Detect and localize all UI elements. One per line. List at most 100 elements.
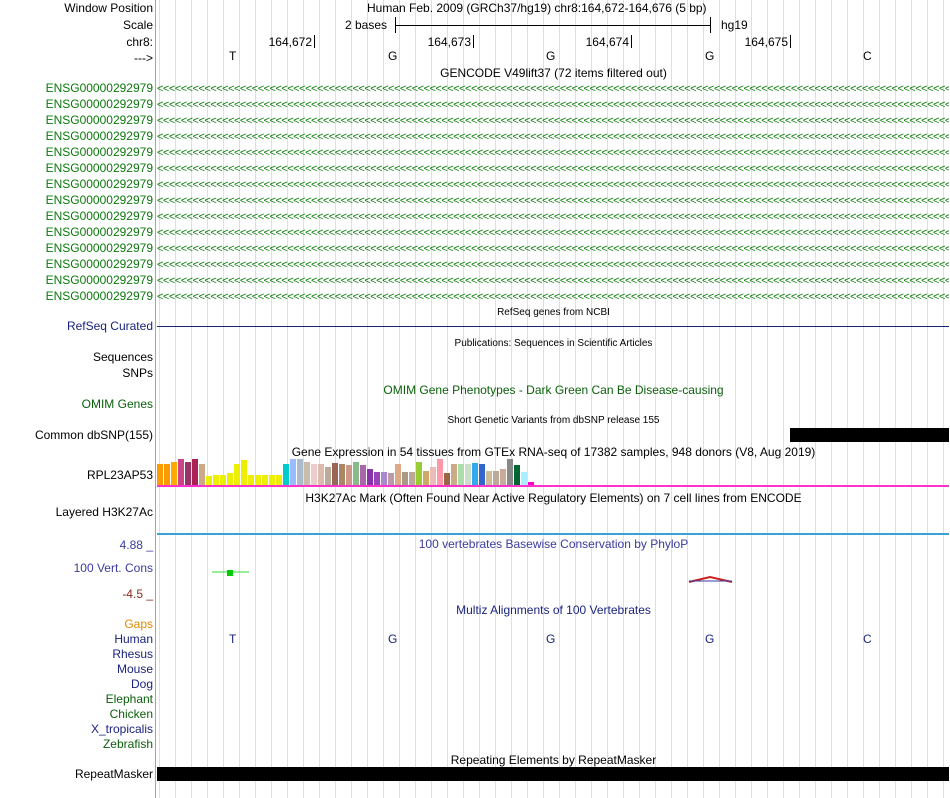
gtex-tissue-bar[interactable] (276, 475, 282, 485)
gtex-tissue-bar[interactable] (346, 465, 352, 485)
gtex-tissue-bar[interactable] (262, 475, 268, 485)
gtex-bar-chart[interactable] (157, 459, 949, 486)
gencode-gene-label[interactable]: ENSG00000292979 (45, 161, 153, 175)
gencode-gene-feature[interactable]: <<<<<<<<<<<<<<<<<<<<<<<<<<<<<<<<<<<<<<<<… (157, 275, 949, 287)
gtex-tissue-bar[interactable] (395, 464, 401, 485)
gencode-gene-label[interactable]: ENSG00000292979 (45, 241, 153, 255)
gtex-tissue-bar[interactable] (248, 475, 254, 485)
gtex-tissue-bar[interactable] (339, 464, 345, 485)
gtex-tissue-bar[interactable] (178, 459, 184, 485)
multiz-species-label[interactable]: Gaps (124, 617, 153, 631)
gencode-gene-label[interactable]: ENSG00000292979 (45, 193, 153, 207)
gtex-tissue-bar[interactable] (388, 473, 394, 485)
gtex-tissue-bar[interactable] (367, 469, 373, 485)
gencode-gene-label[interactable]: ENSG00000292979 (45, 225, 153, 239)
gtex-tissue-bar[interactable] (472, 463, 478, 485)
gtex-tissue-bar[interactable] (234, 464, 240, 485)
gencode-gene-feature[interactable]: <<<<<<<<<<<<<<<<<<<<<<<<<<<<<<<<<<<<<<<<… (157, 211, 949, 223)
multiz-species-label[interactable]: Zebrafish (102, 737, 153, 751)
gencode-gene-feature[interactable]: <<<<<<<<<<<<<<<<<<<<<<<<<<<<<<<<<<<<<<<<… (157, 195, 949, 207)
dbsnp-variant-bar[interactable] (790, 428, 949, 442)
gencode-gene-label[interactable]: ENSG00000292979 (45, 289, 153, 303)
gtex-tissue-bar[interactable] (430, 467, 436, 485)
gtex-tissue-bar[interactable] (318, 464, 324, 485)
gtex-tissue-bar[interactable] (199, 464, 205, 485)
gtex-tissue-bar[interactable] (192, 459, 198, 485)
gencode-gene-label[interactable]: ENSG00000292979 (45, 129, 153, 143)
repeatmasker-element-bar[interactable] (157, 767, 949, 781)
gtex-tissue-bar[interactable] (241, 460, 247, 485)
gencode-gene-feature[interactable]: <<<<<<<<<<<<<<<<<<<<<<<<<<<<<<<<<<<<<<<<… (157, 115, 949, 127)
gtex-tissue-bar[interactable] (290, 459, 296, 485)
dbsnp-label[interactable]: Common dbSNP(155) (34, 428, 153, 442)
gtex-tissue-bar[interactable] (360, 465, 366, 485)
gtex-tissue-bar[interactable] (213, 475, 219, 485)
multiz-species-label[interactable]: Dog (130, 677, 153, 691)
multiz-species-label[interactable]: Chicken (109, 707, 153, 721)
gencode-gene-feature[interactable]: <<<<<<<<<<<<<<<<<<<<<<<<<<<<<<<<<<<<<<<<… (157, 99, 949, 111)
multiz-species-label[interactable]: X_tropicalis (90, 722, 153, 736)
gtex-tissue-bar[interactable] (402, 472, 408, 485)
gencode-gene-feature[interactable]: <<<<<<<<<<<<<<<<<<<<<<<<<<<<<<<<<<<<<<<<… (157, 147, 949, 159)
gencode-gene-label[interactable]: ENSG00000292979 (45, 145, 153, 159)
gtex-tissue-bar[interactable] (465, 464, 471, 485)
gtex-tissue-bar[interactable] (311, 464, 317, 485)
multiz-species-label[interactable]: Human (114, 632, 153, 646)
gtex-tissue-bar[interactable] (283, 464, 289, 485)
gtex-tissue-bar[interactable] (423, 471, 429, 485)
gtex-tissue-bar[interactable] (374, 472, 380, 485)
gtex-tissue-bar[interactable] (269, 475, 275, 485)
gtex-tissue-bar[interactable] (521, 472, 527, 485)
gencode-gene-feature[interactable]: <<<<<<<<<<<<<<<<<<<<<<<<<<<<<<<<<<<<<<<<… (157, 243, 949, 255)
omim-label[interactable]: OMIM Genes (81, 397, 153, 411)
gencode-gene-feature[interactable]: <<<<<<<<<<<<<<<<<<<<<<<<<<<<<<<<<<<<<<<<… (157, 179, 949, 191)
gtex-tissue-bar[interactable] (255, 475, 261, 485)
gencode-gene-feature[interactable]: <<<<<<<<<<<<<<<<<<<<<<<<<<<<<<<<<<<<<<<<… (157, 227, 949, 239)
refseq-label[interactable]: RefSeq Curated (66, 319, 153, 333)
gencode-gene-label[interactable]: ENSG00000292979 (45, 97, 153, 111)
cons-label[interactable]: 100 Vert. Cons (73, 561, 153, 575)
gencode-gene-label[interactable]: ENSG00000292979 (45, 273, 153, 287)
gtex-tissue-bar[interactable] (486, 471, 492, 485)
gtex-label[interactable]: RPL23AP53 (86, 468, 153, 482)
cons-plot[interactable] (157, 540, 949, 600)
gtex-tissue-bar[interactable] (479, 464, 485, 485)
multiz-species-label[interactable]: Rhesus (112, 647, 153, 661)
gencode-gene-feature[interactable]: <<<<<<<<<<<<<<<<<<<<<<<<<<<<<<<<<<<<<<<<… (157, 259, 949, 271)
gtex-tissue-bar[interactable] (171, 462, 177, 485)
gencode-gene-label[interactable]: ENSG00000292979 (45, 81, 153, 95)
repeatmasker-label[interactable]: RepeatMasker (74, 767, 153, 781)
h3k27ac-signal-line[interactable] (157, 533, 949, 535)
gtex-tissue-bar[interactable] (206, 476, 212, 485)
multiz-species-label[interactable]: Mouse (116, 662, 153, 676)
sequences-label[interactable]: Sequences (92, 350, 153, 364)
gtex-tissue-bar[interactable] (444, 473, 450, 485)
gencode-gene-feature[interactable]: <<<<<<<<<<<<<<<<<<<<<<<<<<<<<<<<<<<<<<<<… (157, 83, 949, 95)
gtex-tissue-bar[interactable] (304, 462, 310, 485)
gencode-gene-label[interactable]: ENSG00000292979 (45, 257, 153, 271)
gtex-tissue-bar[interactable] (500, 469, 506, 485)
gtex-tissue-bar[interactable] (297, 459, 303, 485)
snps-label[interactable]: SNPs (122, 366, 153, 380)
gtex-tissue-bar[interactable] (325, 467, 331, 485)
gencode-gene-feature[interactable]: <<<<<<<<<<<<<<<<<<<<<<<<<<<<<<<<<<<<<<<<… (157, 163, 949, 175)
gtex-tissue-bar[interactable] (227, 473, 233, 485)
gencode-gene-feature[interactable]: <<<<<<<<<<<<<<<<<<<<<<<<<<<<<<<<<<<<<<<<… (157, 291, 949, 303)
gtex-tissue-bar[interactable] (507, 459, 513, 485)
gtex-tissue-bar[interactable] (381, 472, 387, 485)
gtex-tissue-bar[interactable] (164, 464, 170, 485)
gencode-gene-label[interactable]: ENSG00000292979 (45, 209, 153, 223)
gencode-gene-feature[interactable]: <<<<<<<<<<<<<<<<<<<<<<<<<<<<<<<<<<<<<<<<… (157, 131, 949, 143)
gencode-gene-label[interactable]: ENSG00000292979 (45, 177, 153, 191)
h3k27ac-label[interactable]: Layered H3K27Ac (55, 505, 153, 519)
gtex-tissue-bar[interactable] (514, 465, 520, 485)
gtex-tissue-bar[interactable] (185, 462, 191, 485)
multiz-species-label[interactable]: Elephant (105, 692, 153, 706)
gtex-tissue-bar[interactable] (437, 459, 443, 485)
gencode-gene-label[interactable]: ENSG00000292979 (45, 113, 153, 127)
gtex-tissue-bar[interactable] (416, 462, 422, 485)
gtex-tissue-bar[interactable] (493, 471, 499, 485)
gtex-tissue-bar[interactable] (409, 472, 415, 485)
gtex-tissue-bar[interactable] (220, 475, 226, 485)
gtex-tissue-bar[interactable] (332, 463, 338, 485)
